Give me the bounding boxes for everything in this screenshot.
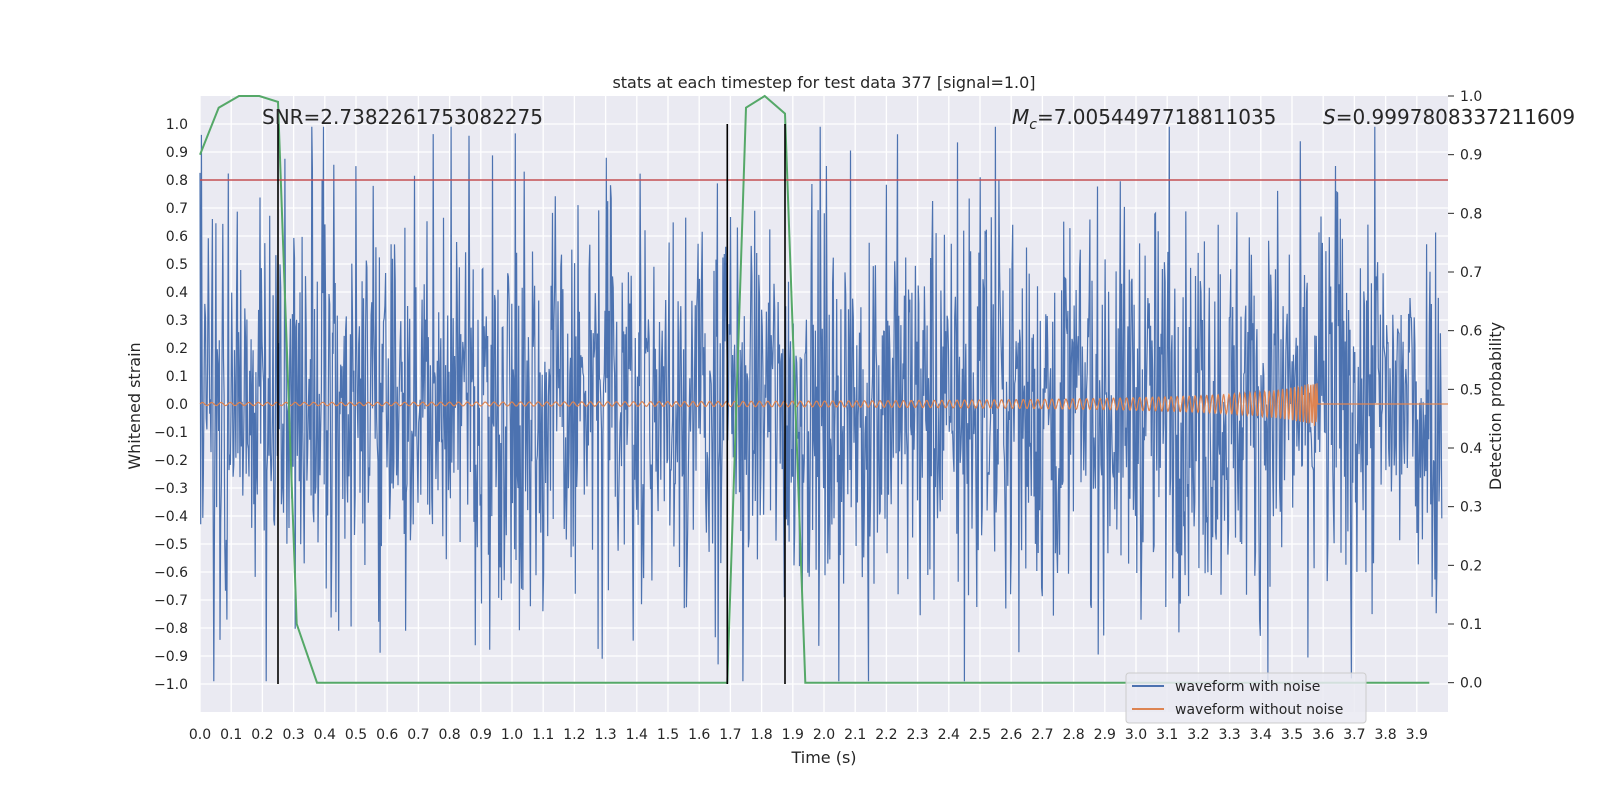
y-tick-label: 0.6 <box>166 229 188 245</box>
y2-tick-label: 0.2 <box>1460 558 1482 574</box>
series-line-clean <box>199 383 1448 426</box>
x-tick-label: 1.5 <box>657 727 679 743</box>
mc-subscript: c <box>1029 117 1037 133</box>
x-tick-label: 2.6 <box>1000 727 1022 743</box>
series-line-probability <box>199 94 1430 684</box>
y-axis-label: Whitened strain <box>125 342 144 469</box>
x-tick-label: 1.1 <box>532 727 554 743</box>
x-tick-label: 3.8 <box>1374 727 1396 743</box>
overlay <box>199 94 1448 684</box>
x-tick-label: 2.1 <box>844 727 866 743</box>
legend-label-noise: waveform with noise <box>1175 679 1320 695</box>
x-tick-label: 3.6 <box>1312 727 1334 743</box>
snr-annotation: SNR=2.7382261753082275 <box>262 105 543 129</box>
mc-symbol: M <box>1012 105 1029 129</box>
y2-tick-label: 0.1 <box>1460 617 1482 633</box>
y2-tick-label: 0.6 <box>1460 324 1482 340</box>
y-tick-label: 0.7 <box>166 201 188 217</box>
s-value: =0.9997808337211609 <box>1336 105 1575 129</box>
y2-tick-label: 0.9 <box>1460 148 1482 164</box>
x-tick-label: 2.7 <box>1031 727 1053 743</box>
x-tick-label: 0.0 <box>189 727 211 743</box>
y-tick-label: 0.9 <box>166 145 188 161</box>
x-tick-label: 2.0 <box>813 727 835 743</box>
y-tick-label: 0.4 <box>166 285 188 301</box>
y2-tick-label: 0.8 <box>1460 206 1482 222</box>
x-tick-label: 2.8 <box>1062 727 1084 743</box>
y-tick-label: 0.0 <box>166 397 188 413</box>
legend-box <box>1125 672 1367 724</box>
x-tick-label: 1.4 <box>626 727 648 743</box>
y2-tick-label: 0.5 <box>1460 382 1482 398</box>
x-tick-label: 3.7 <box>1343 727 1365 743</box>
y-tick-label: −0.6 <box>154 565 188 581</box>
x-tick-label: 2.9 <box>1094 727 1116 743</box>
y-tick-label: −0.7 <box>154 593 188 609</box>
y-tick-label: 0.8 <box>166 173 188 189</box>
x-tick-label: 0.3 <box>282 727 304 743</box>
x-tick-label: 3.0 <box>1125 727 1147 743</box>
legend: waveform with noise waveform without noi… <box>1125 672 1367 724</box>
ticks: 0.0 0.1 0.2 0.3 0.4 0.5 0.6 0.7 0.8 0.9 1.0 1.1 1.2 1… <box>154 89 1482 743</box>
x-tick-label: 1.6 <box>688 727 710 743</box>
x-tick-label: 0.2 <box>251 727 273 743</box>
x-tick-label: 0.7 <box>407 727 429 743</box>
x-tick-label: 2.5 <box>969 727 991 743</box>
y-tick-label: 0.3 <box>166 313 188 329</box>
x-tick-label: 2.4 <box>938 727 960 743</box>
y-tick-label: −0.9 <box>154 649 188 665</box>
x-tick-label: 3.3 <box>1218 727 1240 743</box>
x-tick-label: 1.7 <box>719 727 741 743</box>
s-symbol: S <box>1323 105 1336 129</box>
x-tick-label: 3.5 <box>1281 727 1303 743</box>
legend-label-clean: waveform without noise <box>1175 702 1343 718</box>
x-axis-label: Time (s) <box>790 748 856 767</box>
mc-value: =7.0054497718811035 <box>1037 105 1276 129</box>
x-tick-label: 1.8 <box>750 727 772 743</box>
x-tick-label: 0.1 <box>220 727 242 743</box>
x-tick-label: 2.3 <box>906 727 928 743</box>
y-tick-label: −0.8 <box>154 621 188 637</box>
y-tick-label: −0.5 <box>154 537 188 553</box>
x-tick-label: 1.0 <box>501 727 523 743</box>
y-tick-label: −0.4 <box>154 509 188 525</box>
x-tick-label: 1.2 <box>563 727 585 743</box>
x-tick-label: 0.8 <box>438 727 460 743</box>
x-tick-label: 2.2 <box>875 727 897 743</box>
y2-tick-label: 0.3 <box>1460 500 1482 516</box>
y-tick-label: 0.1 <box>166 369 188 385</box>
x-tick-label: 3.9 <box>1406 727 1428 743</box>
series-line-noise <box>199 126 1443 682</box>
chart-title: stats at each timestep for test data 377… <box>612 73 1035 92</box>
y-tick-label: −1.0 <box>154 677 188 693</box>
y-tick-label: −0.2 <box>154 453 188 469</box>
x-tick-label: 0.9 <box>470 727 492 743</box>
y-tick-label: 0.5 <box>166 257 188 273</box>
x-tick-label: 0.5 <box>345 727 367 743</box>
x-tick-label: 0.6 <box>376 727 398 743</box>
y2-tick-label: 0.7 <box>1460 265 1482 281</box>
x-tick-label: 1.9 <box>782 727 804 743</box>
y-tick-label: −0.1 <box>154 425 188 441</box>
y2-tick-label: 0.0 <box>1460 676 1482 692</box>
x-tick-label: 3.1 <box>1156 727 1178 743</box>
y-tick-label: 1.0 <box>166 117 188 133</box>
s-annotation: S=0.9997808337211609 <box>1323 105 1575 129</box>
y-tick-label: 0.2 <box>166 341 188 357</box>
series-layer <box>199 126 1448 682</box>
x-tick-label: 3.2 <box>1187 727 1209 743</box>
mc-annotation: Mc=7.0054497718811035 <box>1012 105 1276 133</box>
x-tick-label: 1.3 <box>594 727 616 743</box>
y2-tick-label: 0.4 <box>1460 441 1482 457</box>
y2-tick-label: 1.0 <box>1460 89 1482 105</box>
x-tick-label: 0.4 <box>314 727 336 743</box>
y2-axis-label: Detection probability <box>1486 322 1505 490</box>
y-tick-label: −0.3 <box>154 481 188 497</box>
x-tick-label: 3.4 <box>1250 727 1272 743</box>
